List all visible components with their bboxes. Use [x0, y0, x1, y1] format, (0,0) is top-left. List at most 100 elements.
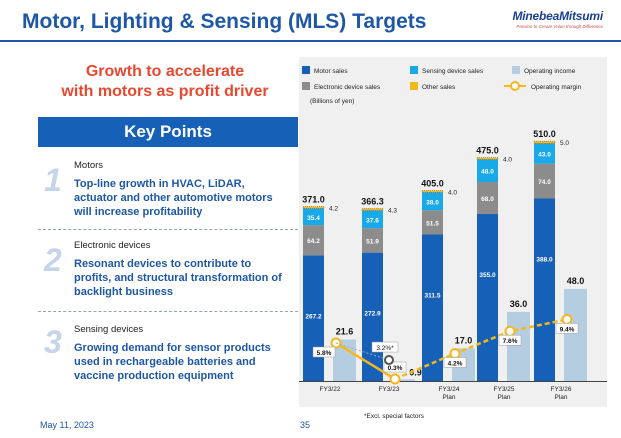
operating-margin-line-actual [335, 341, 396, 381]
bar-other-sales-border [421, 190, 444, 193]
data-label-motor-sales: 272.9 [364, 311, 381, 318]
key-point-line: profits, and structural transformation o… [74, 272, 282, 284]
data-label-electronic-device-sales: 64.2 [307, 238, 320, 245]
key-point-heading: Sensing devices [74, 324, 144, 335]
data-label-operating-margin: 5.8% [317, 350, 332, 357]
data-label-total-sales: 371.0 [302, 194, 325, 204]
operating-margin-label-box [443, 357, 467, 368]
page-title: Motor, Lighting & Sensing (MLS) Targets [22, 10, 427, 33]
x-axis-tick-label: Plan [554, 394, 567, 401]
data-label-electronic-device-sales: 51.9 [366, 238, 379, 245]
key-point-number: 3 [44, 324, 62, 360]
data-label-operating-margin: 4.2% [448, 360, 463, 367]
bar-electronic-device-sales [422, 210, 443, 235]
key-point-heading: Electronic devices [74, 240, 151, 251]
title-divider [0, 40, 621, 42]
data-label-sensing-device-sales: 43.0 [538, 152, 551, 159]
bar-electronic-device-sales [362, 228, 383, 253]
operating-margin-label-box [312, 346, 336, 358]
data-label-operating-income: 17.0 [455, 335, 473, 345]
key-point-line: backlight business [74, 286, 174, 298]
data-label-other-sales: 5.0 [560, 140, 569, 147]
key-point-body: Growing demand for sensor products used … [74, 341, 294, 383]
logo-tagline: Passion to Create Value through Differen… [516, 24, 603, 29]
data-label-electronic-device-sales: 74.0 [538, 179, 551, 186]
operating-margin-marker [389, 373, 401, 385]
legend-operating-margin-marker [510, 81, 520, 91]
y-axis-unit-label: (Billions of yen) [310, 98, 354, 105]
operating-margin-marker [504, 325, 516, 337]
bar-electronic-device-sales [477, 182, 498, 215]
x-axis-tick-label: Plan [442, 394, 455, 401]
x-axis-tick-label: Plan [497, 394, 510, 401]
key-point-line: Resonant devices to contribute to [74, 258, 252, 270]
key-point-divider [38, 311, 298, 312]
operating-margin-label-box [498, 334, 522, 346]
bar-other-sales-border [476, 157, 499, 160]
data-label-operating-margin: 9.4% [560, 326, 575, 333]
data-label-special-margin: 3.2%* [376, 345, 394, 352]
key-point-electronic-devices: 2 Electronic devices Resonant devices to… [38, 230, 298, 308]
key-points-title: Key Points [38, 117, 298, 147]
data-label-electronic-device-sales: 51.5 [426, 220, 439, 227]
operating-margin-marker [449, 347, 461, 359]
special-margin-label-box [371, 341, 399, 353]
key-point-line: Growing demand for sensor products [74, 342, 271, 354]
legend-other-sales-label: Other sales [422, 84, 456, 91]
company-logo: MinebeaMitsumi Passion to Create Value t… [512, 9, 603, 29]
bar-other-sales [303, 206, 324, 209]
x-axis-tick-label: FY3/26 [551, 386, 572, 393]
legend-motor-sales-label: Motor sales [314, 68, 348, 75]
bar-other-sales-border [533, 140, 556, 144]
key-point-divider [38, 229, 298, 230]
data-label-sensing-device-sales: 48.0 [481, 169, 494, 176]
key-point-number: 2 [44, 242, 62, 278]
data-label-total-sales: 366.3 [361, 197, 384, 207]
bar-other-sales [477, 157, 498, 160]
data-label-other-sales: 4.3 [388, 208, 397, 215]
key-point-number: 1 [44, 162, 62, 198]
key-point-line: vaccine production equipment [74, 370, 234, 382]
x-axis-tick-label: FY3/23 [379, 386, 400, 393]
key-point-line: actuator and other automotive motors [74, 192, 273, 204]
x-axis-tick-label: FY3/24 [439, 386, 460, 393]
key-point-line: will increase profitability [74, 206, 203, 218]
bar-sensing-device-sales [362, 210, 383, 229]
bar-operating-income [392, 379, 415, 381]
key-point-line: Top-line growth in HVAC, LiDAR, [74, 178, 245, 190]
legend-other-sales-swatch [410, 82, 418, 90]
data-label-motor-sales: 267.2 [305, 313, 322, 320]
data-label-operating-income: 48.0 [567, 276, 585, 286]
bar-sensing-device-sales [422, 192, 443, 211]
operating-margin-label-box [555, 323, 579, 334]
bar-other-sales-border [302, 206, 325, 209]
legend-motor-sales-swatch [302, 66, 310, 74]
bar-other-sales [362, 208, 383, 211]
chart-footnote: *Excl. special factors [364, 413, 425, 420]
legend-electronic-device-sales-swatch [302, 82, 310, 90]
data-label-sensing-device-sales: 38.0 [426, 199, 439, 206]
special-margin-marker [384, 355, 394, 366]
footer-date: May 11, 2023 [40, 420, 94, 430]
data-label-total-sales: 405.0 [421, 179, 444, 189]
legend-electronic-device-sales-label: Electronic device sales [314, 84, 381, 91]
operating-margin-marker [561, 313, 573, 325]
page-number: 35 [300, 420, 311, 430]
data-label-electronic-device-sales: 68.0 [481, 196, 494, 203]
bar-operating-income [507, 311, 530, 381]
key-point-line: used in rechargeable batteries and [74, 356, 256, 368]
headline: Growth to accelerate with motors as prof… [40, 62, 290, 102]
data-label-sensing-device-sales: 37.6 [366, 217, 379, 224]
operating-margin-label-box [383, 361, 407, 373]
data-label-other-sales: 4.0 [503, 157, 512, 164]
x-axis-tick-label: FY3/25 [494, 386, 515, 393]
data-label-total-sales: 510.0 [533, 129, 556, 139]
operating-margin-line-plan [394, 318, 568, 381]
data-label-operating-income: 0.9 [409, 367, 422, 377]
x-axis-tick-label: FY3/22 [320, 386, 341, 393]
data-label-motor-sales: 355.0 [479, 272, 496, 279]
data-label-other-sales: 4.0 [448, 190, 457, 197]
legend-operating-income-label: Operating income [524, 68, 576, 75]
headline-line-2: with motors as profit driver [61, 83, 269, 100]
bar-operating-income [564, 288, 587, 381]
